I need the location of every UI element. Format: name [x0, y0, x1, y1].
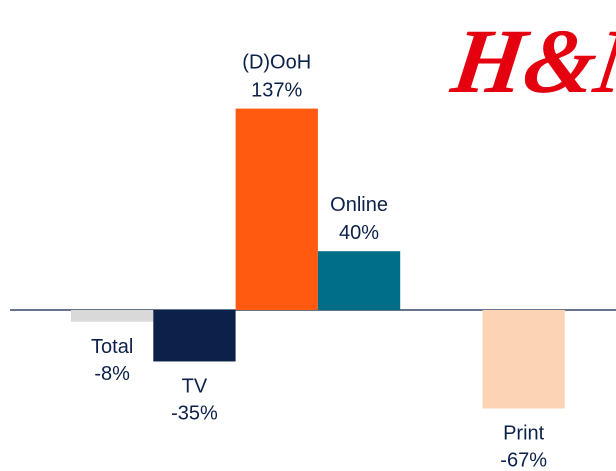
value-label: -8%	[94, 363, 130, 385]
value-label: -67%	[500, 449, 547, 471]
bar	[71, 310, 154, 322]
category-label: (D)OoH	[242, 52, 311, 74]
bar	[317, 251, 401, 310]
value-label: 40%	[339, 222, 379, 244]
value-label: -35%	[171, 402, 218, 424]
category-label: Total	[91, 336, 133, 358]
logo: H&M	[445, 10, 616, 112]
bar	[235, 108, 318, 310]
value-label: 137%	[251, 80, 302, 102]
category-label: TV	[182, 375, 208, 397]
bar	[482, 310, 565, 409]
bar	[153, 310, 236, 362]
category-label: Online	[330, 194, 388, 216]
category-label: Print	[503, 422, 545, 444]
